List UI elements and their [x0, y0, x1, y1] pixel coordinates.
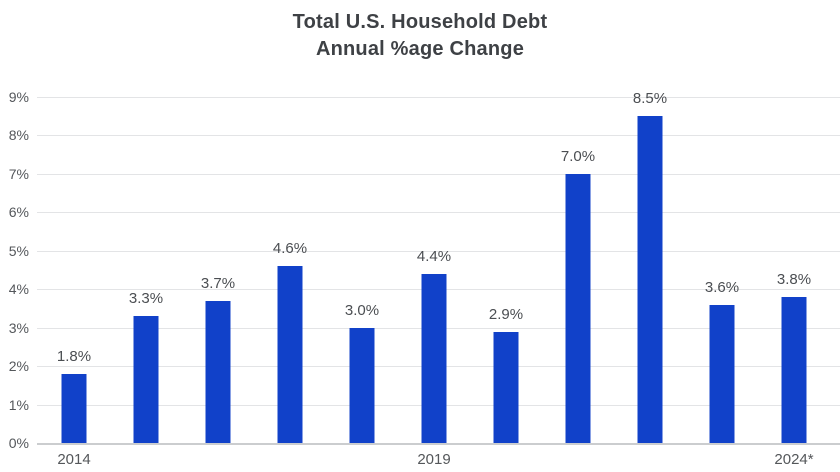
gridline: [37, 212, 840, 213]
bar: [349, 328, 375, 443]
bar-column: 3.8% 2024*: [758, 97, 830, 468]
bar-column: 3.7%: [182, 97, 254, 443]
y-axis-label: 9%: [8, 89, 29, 105]
y-axis-label: 0%: [8, 435, 29, 451]
bar-column: 3.0%: [326, 97, 398, 443]
gridline: [37, 174, 840, 175]
bar-column: 7.0%: [542, 97, 614, 443]
bar: [781, 297, 807, 443]
gridline: [37, 97, 840, 98]
y-axis-label: 4%: [8, 281, 29, 297]
bar: [637, 116, 663, 443]
value-label: 7.0%: [560, 148, 596, 165]
value-label: 2.9%: [488, 306, 524, 323]
bar: [421, 274, 447, 443]
y-axis-label: 8%: [8, 127, 29, 143]
value-label: 3.3%: [128, 290, 164, 307]
value-label: 1.8%: [56, 348, 92, 365]
bar-column: 8.5%: [614, 90, 686, 443]
y-axis-label: 2%: [8, 358, 29, 374]
bar-column: 1.8% 2014: [38, 97, 110, 468]
y-axis-label: 5%: [8, 243, 29, 259]
x-axis-label: 2019: [417, 451, 451, 468]
bar: [277, 266, 303, 443]
bar-column: 4.4% 2019: [398, 97, 470, 468]
bar-column: 2.9%: [470, 97, 542, 443]
value-label: 4.4%: [416, 248, 452, 265]
chart-subtitle: Annual %age Change: [315, 38, 525, 60]
bar: [61, 374, 87, 443]
y-axis-label: 1%: [8, 397, 29, 413]
bar-column: 4.6%: [254, 97, 326, 443]
x-axis-label: 2014: [57, 451, 91, 468]
bar-column: 3.3%: [110, 97, 182, 443]
y-axis-label: 7%: [8, 166, 29, 182]
gridline: [37, 135, 840, 136]
bar-series: 1.8% 2014 3.3% 3.7% 4.6% 3.0% 4.4% 2019 2.9% 7.0%…: [38, 90, 830, 468]
bar: [133, 316, 159, 443]
value-label: 4.6%: [272, 240, 308, 257]
gridline: [37, 443, 840, 445]
bar-column: 3.6%: [686, 97, 758, 443]
value-label: 3.6%: [704, 279, 740, 296]
y-axis: 9% 8% 7% 6% 5% 4% 3% 2% 1% 0%: [0, 89, 29, 451]
value-label: 3.0%: [344, 302, 380, 319]
y-axis-label: 3%: [8, 320, 29, 336]
bar: [493, 332, 519, 443]
y-axis-label: 6%: [8, 204, 29, 220]
bar: [709, 305, 735, 443]
gridline: [37, 251, 840, 252]
chart-title-block: Total U.S. Household Debt Annual %age Ch…: [0, 9, 840, 63]
chart-title: Total U.S. Household Debt: [292, 11, 548, 33]
bar: [205, 301, 231, 443]
value-label: 3.8%: [776, 271, 812, 288]
bar: [565, 174, 591, 443]
value-label: 3.7%: [200, 275, 236, 292]
value-label: 8.5%: [632, 90, 668, 107]
x-axis-label: 2024*: [774, 451, 814, 468]
